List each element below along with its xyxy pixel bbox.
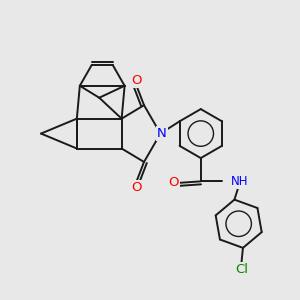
Text: O: O (131, 181, 142, 194)
Text: NH: NH (231, 175, 249, 188)
Text: N: N (157, 127, 167, 140)
Text: Cl: Cl (235, 263, 248, 276)
Text: O: O (131, 74, 142, 87)
Text: O: O (168, 176, 178, 189)
